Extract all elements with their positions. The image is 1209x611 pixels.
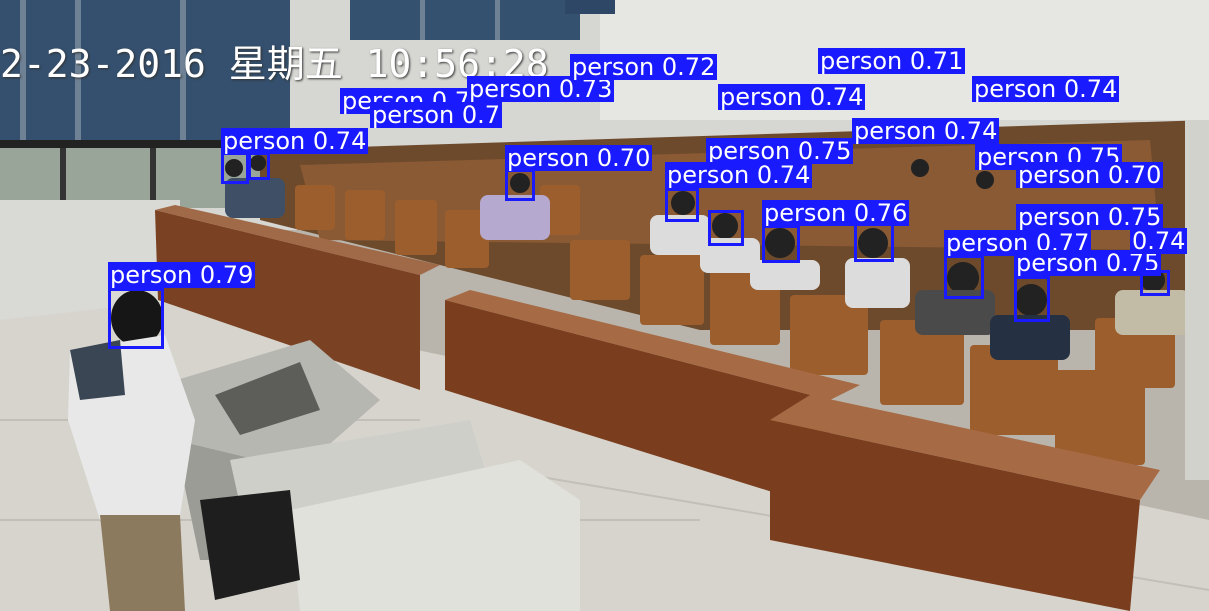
detection-box	[505, 169, 535, 201]
detection-label: person 0.75	[706, 137, 854, 165]
detection-box	[221, 152, 249, 184]
detection-label: person 0.79	[108, 261, 256, 289]
detection-box	[1014, 276, 1050, 322]
detection-label: person 0.74	[852, 117, 1000, 145]
detection-box	[762, 225, 800, 263]
detection-label: person 0.75	[1014, 249, 1162, 277]
detection-label: person 0.74	[718, 83, 866, 111]
detection-label: person 0.74	[972, 75, 1120, 103]
detection-box	[708, 210, 744, 246]
detection-label: person 0.76	[762, 199, 910, 227]
detection-label: person 0.73	[467, 75, 615, 103]
detection-label: person 0.7	[370, 101, 503, 129]
detection-label: person 0.71	[818, 47, 966, 75]
detection-label: person 0.70	[505, 144, 653, 172]
detection-label: person 0.74	[665, 161, 813, 189]
detection-box	[108, 288, 164, 349]
video-timestamp: 2-23-2016 星期五 10:56:28	[0, 42, 549, 86]
detection-label: person 0.74	[221, 127, 369, 155]
detection-box	[1140, 270, 1170, 296]
detection-box	[248, 152, 270, 180]
detection-box	[665, 188, 699, 222]
detection-box	[944, 255, 984, 299]
detection-label: person 0.70	[1016, 161, 1164, 189]
detection-label: person 0.72	[570, 53, 718, 81]
detection-box	[854, 222, 894, 262]
detection-label: person 0.75	[1016, 203, 1164, 231]
detection-label: 0.74	[1130, 227, 1188, 255]
